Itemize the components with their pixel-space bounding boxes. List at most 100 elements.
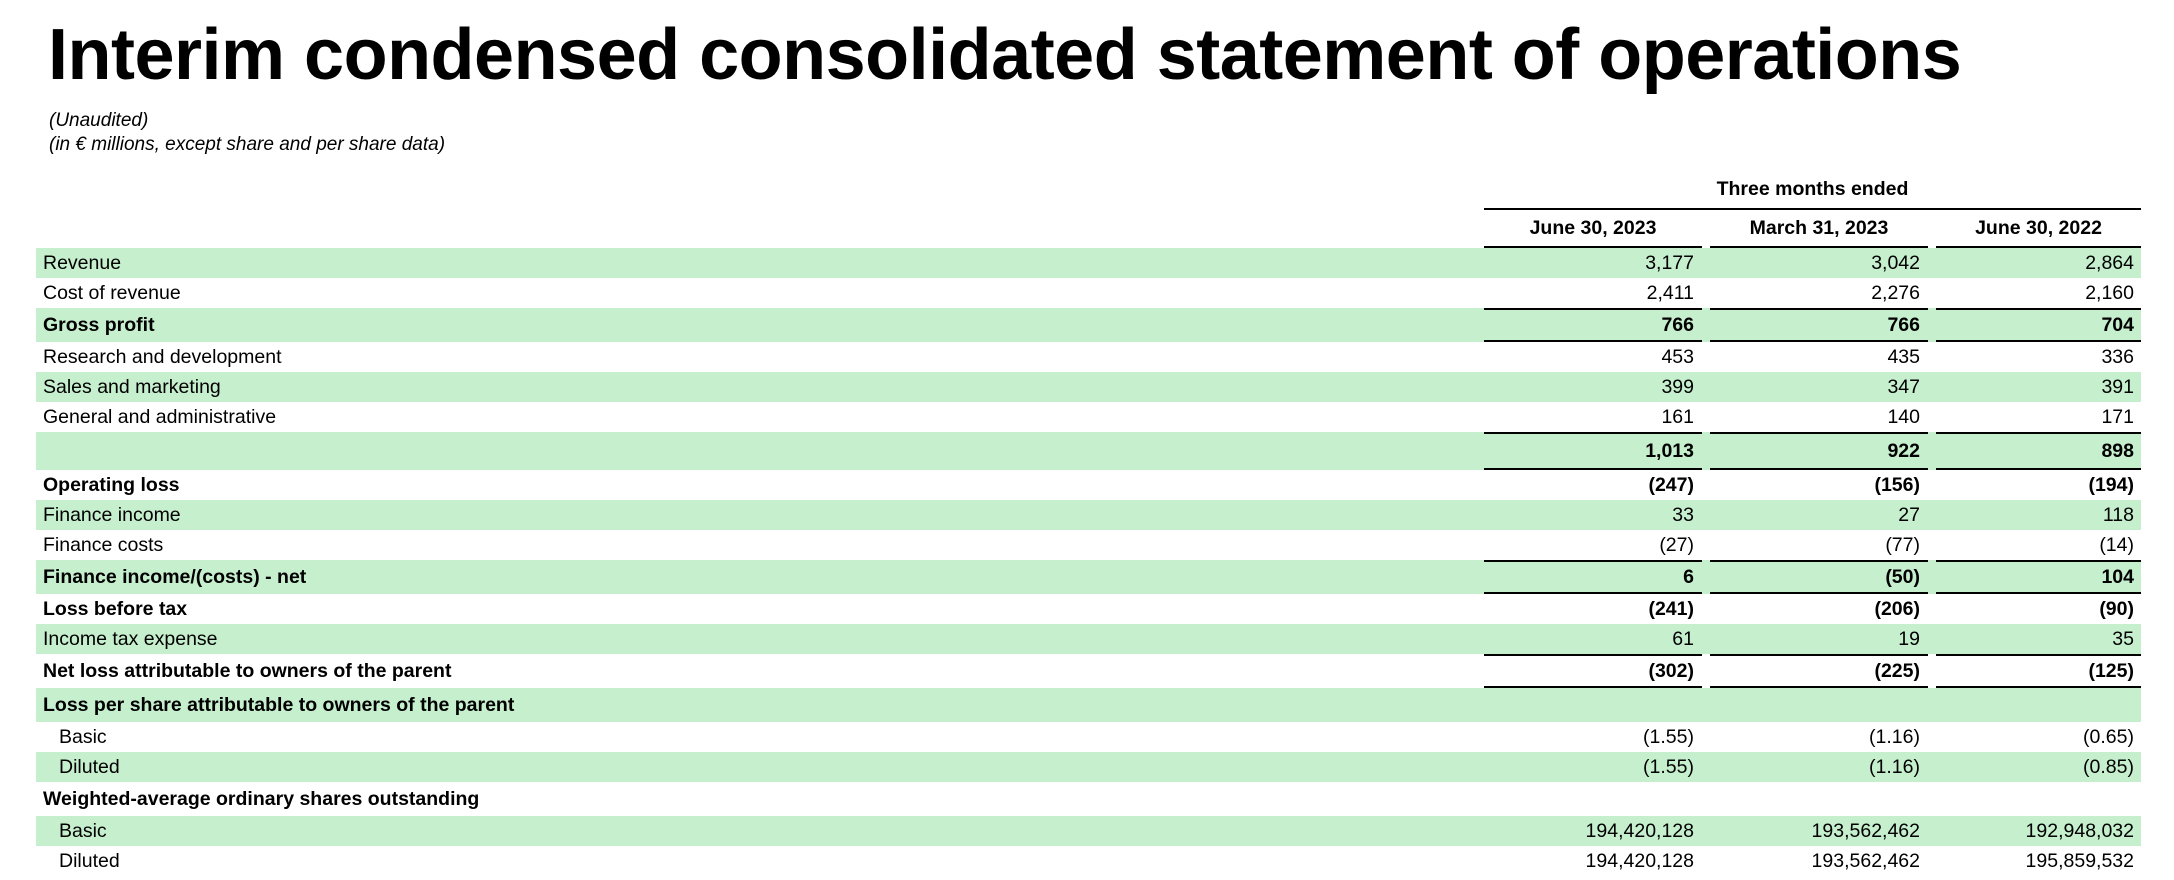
row-value (1702, 782, 1928, 816)
section-header-row: Weighted-average ordinary shares outstan… (36, 782, 2141, 816)
row-value: (27) (1659, 534, 1694, 556)
period-header-row: Three months ended (36, 170, 2141, 210)
row-label: Basic (36, 816, 1476, 846)
row-value: 19 (1702, 624, 1928, 654)
row-value: 391 (1928, 372, 2141, 402)
row-value: 766 (1476, 308, 1702, 342)
row-label: Net loss attributable to owners of the p… (43, 660, 452, 682)
row-value: 192,948,032 (1928, 816, 2141, 846)
table-row: Income tax expense 61 19 35 (36, 624, 2141, 654)
row-value: 35 (1928, 624, 2141, 654)
row-label: Finance costs (43, 534, 164, 556)
row-value (1928, 688, 2141, 722)
row-value: (0.65) (2083, 726, 2134, 748)
period-group-header: Three months ended (1476, 170, 2141, 210)
row-label: Cost of revenue (43, 282, 181, 304)
row-value: 336 (2101, 346, 2134, 368)
row-value: 194,420,128 (1476, 816, 1702, 846)
subtotal-row: 1,013 922 898 (36, 432, 2141, 470)
row-value: (156) (1874, 474, 1920, 496)
subtotal-row: Finance income/(costs) - net 6 (50) 104 (36, 560, 2141, 594)
header-spacer (36, 170, 1476, 210)
table-row: Finance income 33 27 118 (36, 500, 2141, 530)
row-value: (90) (2099, 598, 2134, 620)
row-value: (1.16) (1702, 752, 1928, 782)
row-value: 171 (2101, 406, 2134, 428)
row-value: 27 (1702, 500, 1928, 530)
section-header-row: Loss per share attributable to owners of… (36, 688, 2141, 722)
row-value: 195,859,532 (2025, 850, 2134, 872)
row-value: 118 (1928, 500, 2141, 530)
row-value: 193,562,462 (1702, 816, 1928, 846)
row-value: 922 (1702, 432, 1928, 470)
header-spacer (36, 210, 1476, 248)
total-row: Net loss attributable to owners of the p… (36, 654, 2141, 688)
row-value: (0.85) (1928, 752, 2141, 782)
row-label (36, 432, 1476, 470)
row-label: Income tax expense (36, 624, 1476, 654)
column-header: March 31, 2023 (1702, 210, 1928, 248)
row-value: (125) (1928, 654, 2141, 688)
row-value (1928, 782, 2141, 816)
row-value: (194) (2088, 474, 2134, 496)
row-label: Finance income/(costs) - net (36, 560, 1476, 594)
row-value: (241) (1648, 598, 1694, 620)
table-row: Research and development 453 435 336 (36, 342, 2141, 372)
table-row: Diluted (1.55) (1.16) (0.85) (36, 752, 2141, 782)
unaudited-note: (Unaudited) (49, 110, 149, 131)
subtotal-row: Gross profit 766 766 704 (36, 308, 2141, 342)
row-value: 161 (1661, 406, 1694, 428)
row-value: 2,411 (1646, 282, 1694, 304)
table-row: Basic (1.55) (1.16) (0.65) (36, 722, 2141, 752)
row-value (1476, 782, 1702, 816)
row-value: (14) (2099, 534, 2134, 556)
row-label: Gross profit (36, 308, 1476, 342)
row-value: 766 (1702, 308, 1928, 342)
row-value: 104 (1928, 560, 2141, 594)
row-value: 3,177 (1476, 248, 1702, 278)
row-value (1476, 688, 1702, 722)
row-label: Revenue (36, 248, 1476, 278)
row-value: 193,562,462 (1811, 850, 1920, 872)
table-row: Revenue 3,177 3,042 2,864 (36, 248, 2141, 278)
table-row: Basic 194,420,128 193,562,462 192,948,03… (36, 816, 2141, 846)
row-value: 61 (1476, 624, 1702, 654)
row-value: (1.16) (1869, 726, 1920, 748)
table-row: General and administrative 161 140 171 (36, 402, 2141, 432)
row-label: Basic (59, 726, 107, 748)
row-value: 453 (1661, 346, 1694, 368)
subtotal-row: Loss before tax (241) (206) (90) (36, 594, 2141, 624)
row-value: 2,864 (1928, 248, 2141, 278)
row-value: 2,160 (2085, 282, 2134, 304)
table-row: Sales and marketing 399 347 391 (36, 372, 2141, 402)
page-title: Interim condensed consolidated statement… (48, 15, 1962, 95)
row-label: Operating loss (43, 474, 180, 496)
row-label: Loss before tax (43, 598, 188, 620)
row-value: (247) (1648, 474, 1694, 496)
column-header: June 30, 2023 (1476, 210, 1702, 248)
column-header: June 30, 2022 (1928, 210, 2141, 248)
row-label: Diluted (36, 752, 1476, 782)
section-label: Loss per share attributable to owners of… (36, 688, 1476, 722)
units-note: (in € millions, except share and per sha… (49, 134, 446, 155)
statement-table: Three months ended June 30, 2023 March 3… (36, 170, 2141, 876)
row-value: (206) (1874, 598, 1920, 620)
table-row: Diluted 194,420,128 193,562,462 195,859,… (36, 846, 2141, 876)
row-label: Finance income (36, 500, 1476, 530)
row-label: General and administrative (43, 406, 277, 428)
row-value: 435 (1887, 346, 1920, 368)
row-value: 1,013 (1476, 432, 1702, 470)
row-value: (77) (1885, 534, 1920, 556)
row-value: 194,420,128 (1585, 850, 1694, 872)
row-value: (302) (1476, 654, 1702, 688)
row-value: 2,276 (1871, 282, 1920, 304)
row-value: 6 (1476, 560, 1702, 594)
subtotal-row: Operating loss (247) (156) (194) (36, 470, 2141, 500)
row-value: (1.55) (1476, 752, 1702, 782)
row-value: (50) (1702, 560, 1928, 594)
row-value: 3,042 (1702, 248, 1928, 278)
row-value: 347 (1702, 372, 1928, 402)
row-value (1702, 688, 1928, 722)
row-value: (1.55) (1643, 726, 1694, 748)
table-row: Finance costs (27) (77) (14) (36, 530, 2141, 560)
